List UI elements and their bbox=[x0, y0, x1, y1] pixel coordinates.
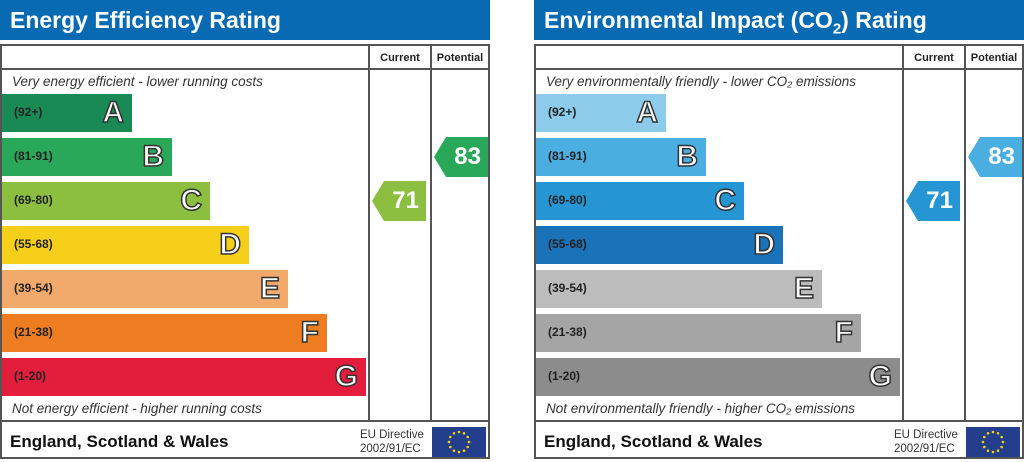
eu-flag-icon bbox=[432, 427, 486, 457]
band-letter: C bbox=[180, 183, 203, 218]
region-label: England, Scotland & Wales bbox=[544, 432, 763, 451]
row-divider bbox=[536, 68, 1022, 70]
rating-table: Current Potential Very energy efficient … bbox=[0, 44, 490, 459]
rating-table: Current Potential Very environmentally f… bbox=[534, 44, 1024, 459]
column-divider bbox=[368, 46, 370, 422]
band-range: (92+) bbox=[14, 105, 43, 119]
band-letter: E bbox=[793, 271, 815, 306]
column-divider bbox=[430, 46, 432, 422]
top-note: Very environmentally friendly - lower CO… bbox=[546, 74, 856, 89]
band-g: (1-20) G bbox=[536, 358, 900, 396]
band-c: (69-80) C bbox=[536, 182, 744, 220]
band-range: (1-20) bbox=[14, 369, 47, 383]
band-letter: A bbox=[102, 95, 125, 130]
band-e: (39-54) E bbox=[536, 270, 822, 308]
band-range: (1-20) bbox=[548, 369, 581, 383]
potential-column-header: Potential bbox=[970, 52, 1018, 64]
panel-title: Energy Efficiency Rating bbox=[0, 0, 490, 40]
band-range: (81-91) bbox=[14, 149, 53, 163]
column-divider bbox=[902, 46, 904, 422]
region-label: England, Scotland & Wales bbox=[10, 432, 229, 451]
band-f: (21-38) F bbox=[2, 314, 327, 352]
energy-efficiency-panel: Energy Efficiency Rating Current Potenti… bbox=[0, 0, 490, 460]
band-range: (69-80) bbox=[548, 193, 587, 207]
potential-rating-arrow: 83 bbox=[968, 137, 1022, 177]
band-range: (92+) bbox=[548, 105, 577, 119]
band-range: (39-54) bbox=[548, 281, 587, 295]
band-letter: D bbox=[753, 227, 776, 262]
eu-flag-icon bbox=[966, 427, 1020, 457]
top-note: Very energy efficient - lower running co… bbox=[12, 74, 263, 89]
environmental-impact-panel: Environmental Impact (CO2) Rating Curren… bbox=[534, 0, 1024, 460]
band-range: (81-91) bbox=[548, 149, 587, 163]
band-e: (39-54) E bbox=[2, 270, 288, 308]
band-d: (55-68) D bbox=[2, 226, 249, 264]
eu-directive: EU Directive 2002/91/EC bbox=[360, 429, 424, 455]
band-g: (1-20) G bbox=[2, 358, 366, 396]
row-divider bbox=[2, 420, 488, 422]
band-letter: F bbox=[834, 315, 854, 350]
band-d: (55-68) D bbox=[536, 226, 783, 264]
band-letter: G bbox=[868, 359, 893, 394]
band-letter: C bbox=[714, 183, 737, 218]
band-range: (55-68) bbox=[14, 237, 53, 251]
potential-column-header: Potential bbox=[436, 52, 484, 64]
current-column-header: Current bbox=[380, 52, 420, 64]
band-range: (21-38) bbox=[548, 325, 587, 339]
current-rating-arrow: 71 bbox=[906, 181, 960, 221]
band-letter: G bbox=[334, 359, 359, 394]
band-range: (55-68) bbox=[548, 237, 587, 251]
eu-directive: EU Directive 2002/91/EC bbox=[894, 429, 958, 455]
row-divider bbox=[2, 68, 488, 70]
band-c: (69-80) C bbox=[2, 182, 210, 220]
band-range: (69-80) bbox=[14, 193, 53, 207]
current-column-header: Current bbox=[914, 52, 954, 64]
band-letter: B bbox=[676, 139, 699, 174]
bottom-note: Not environmentally friendly - higher CO… bbox=[546, 401, 856, 416]
band-a: (92+) A bbox=[536, 94, 666, 132]
band-letter: A bbox=[636, 95, 659, 130]
bottom-note: Not energy efficient - higher running co… bbox=[12, 401, 262, 416]
potential-rating-arrow: 83 bbox=[434, 137, 488, 177]
band-a: (92+) A bbox=[2, 94, 132, 132]
band-letter: B bbox=[142, 139, 165, 174]
row-divider bbox=[536, 420, 1022, 422]
panel-title: Environmental Impact (CO2) Rating bbox=[534, 0, 1024, 40]
band-range: (39-54) bbox=[14, 281, 53, 295]
band-b: (81-91) B bbox=[536, 138, 706, 176]
band-range: (21-38) bbox=[14, 325, 53, 339]
band-letter: E bbox=[259, 271, 281, 306]
band-letter: D bbox=[219, 227, 242, 262]
band-f: (21-38) F bbox=[536, 314, 861, 352]
current-rating-arrow: 71 bbox=[372, 181, 426, 221]
column-divider bbox=[964, 46, 966, 422]
band-letter: F bbox=[300, 315, 320, 350]
band-b: (81-91) B bbox=[2, 138, 172, 176]
